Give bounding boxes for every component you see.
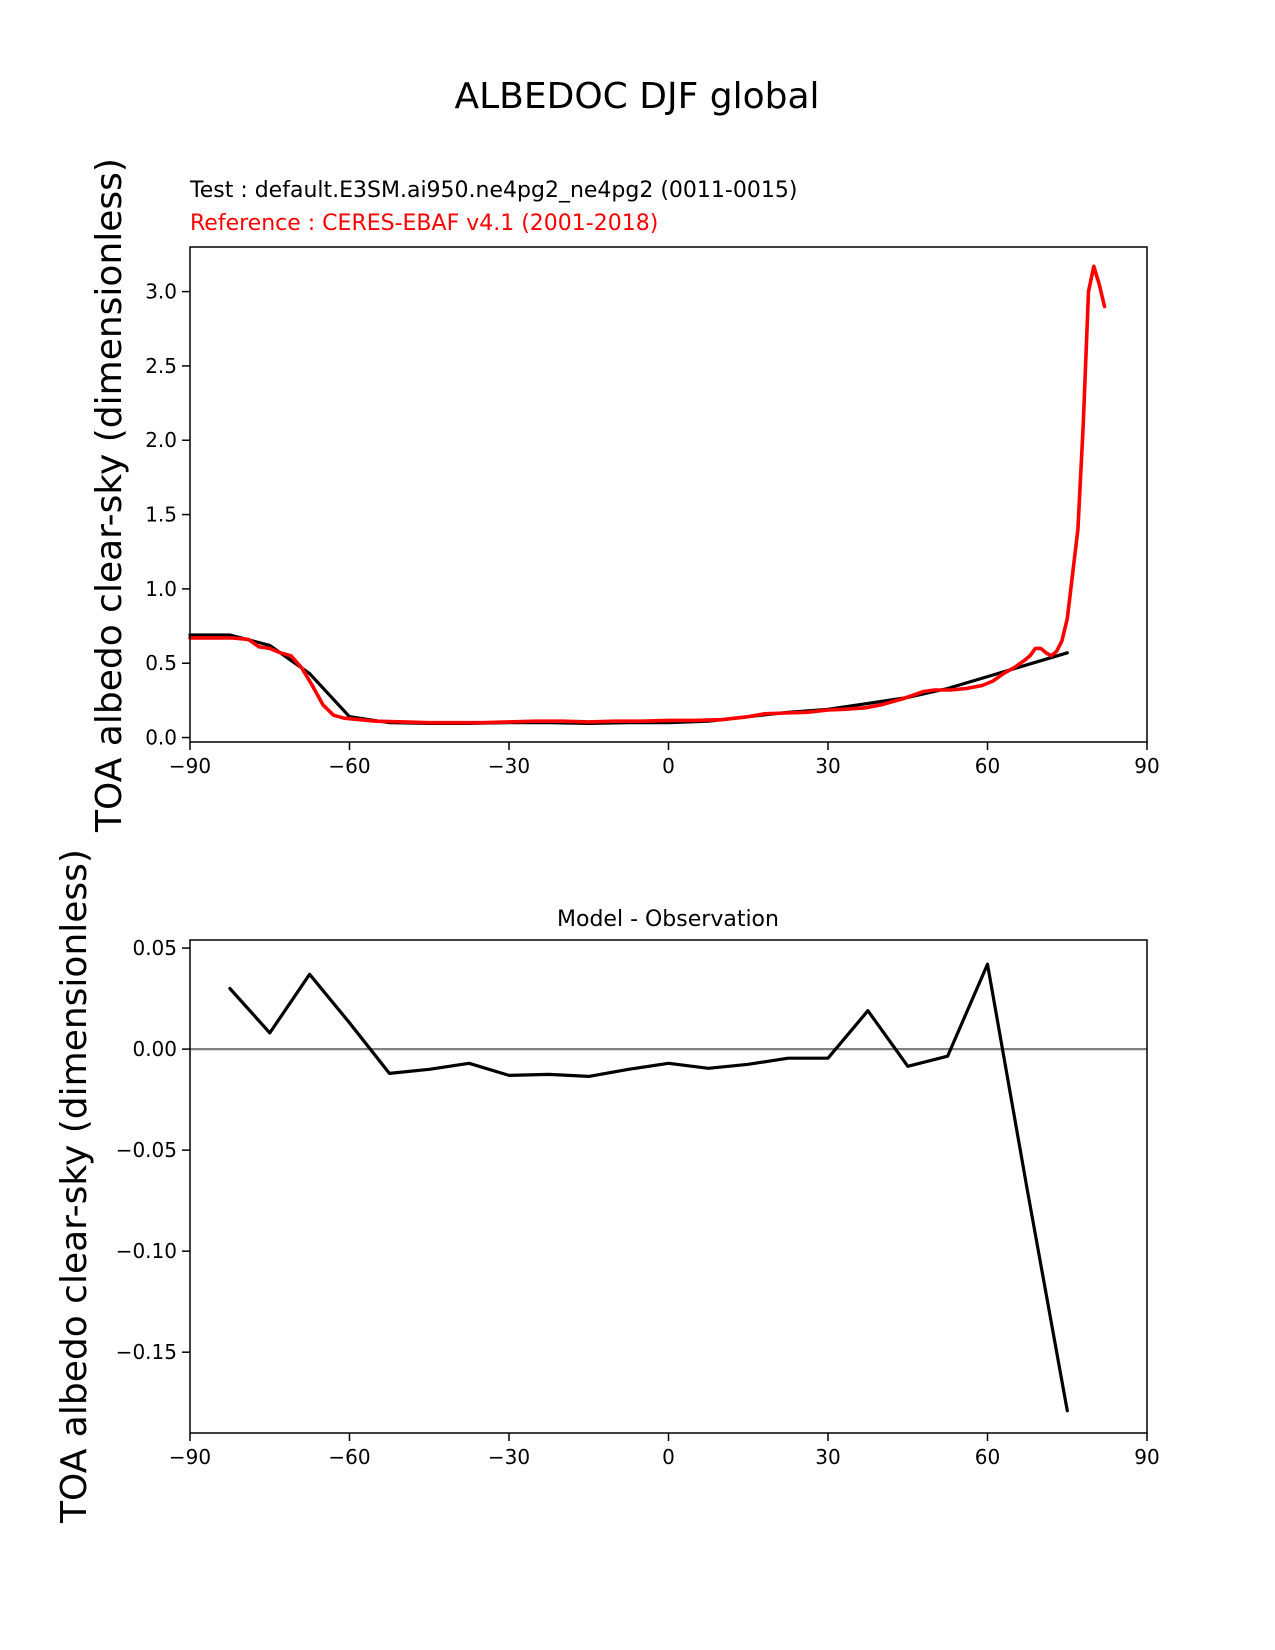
difference-panel-ylabel: TOA albedo clear-sky (dimensionless) bbox=[54, 849, 95, 1524]
top-xtick-label: −60 bbox=[328, 754, 370, 778]
diff-ytick-label: 0.00 bbox=[132, 1037, 177, 1061]
top-xtick-label: 30 bbox=[815, 754, 840, 778]
top-series-reference bbox=[188, 264, 1107, 725]
diff-series-difference bbox=[228, 962, 1069, 1413]
top-panel-ylabel: TOA albedo clear-sky (dimensionless) bbox=[89, 158, 130, 833]
reference-label: Reference : CERES-EBAF v4.1 (2001-2018) bbox=[190, 211, 658, 236]
diff-ytick-label: 0.05 bbox=[132, 936, 177, 960]
top-ytick-label: 1.0 bbox=[145, 577, 177, 601]
top-xtick-label: −90 bbox=[169, 754, 211, 778]
top-ytick-label: 1.5 bbox=[145, 503, 177, 527]
top-xtick-label: −30 bbox=[488, 754, 530, 778]
top-ytick-label: 0.0 bbox=[145, 726, 177, 750]
diff-ytick-label: −0.05 bbox=[116, 1138, 177, 1162]
test-label: Test : default.E3SM.ai950.ne4pg2_ne4pg2 … bbox=[189, 178, 797, 203]
top-ytick-label: 0.5 bbox=[145, 651, 177, 675]
top-panel: −90 −60 −30 0 30 60 90 0.0 0.5 1.0 1.5 2.0 2.5 3.0 bbox=[145, 246, 1160, 778]
diff-xtick-label: 90 bbox=[1134, 1445, 1159, 1469]
diff-xtick-label: −90 bbox=[169, 1445, 211, 1469]
diff-ytick-label: −0.10 bbox=[116, 1239, 177, 1263]
top-ytick-label: 3.0 bbox=[145, 280, 177, 304]
diff-xtick-label: −60 bbox=[328, 1445, 370, 1469]
diff-xtick-label: −30 bbox=[488, 1445, 530, 1469]
top-xtick-label: 0 bbox=[662, 754, 675, 778]
top-ytick-label: 2.0 bbox=[145, 428, 177, 452]
top-ytick-label: 2.5 bbox=[145, 354, 177, 378]
difference-panel-title: Model - Observation bbox=[557, 907, 779, 932]
diff-ytick-label: −0.15 bbox=[116, 1340, 177, 1364]
difference-panel: −90 −60 −30 0 30 60 90 0.05 0.00 −0.05 −0.10 −0.15 bbox=[116, 936, 1160, 1469]
figure-suptitle: ALBEDOC DJF global bbox=[454, 76, 819, 117]
diff-xtick-label: 30 bbox=[815, 1445, 840, 1469]
diff-xtick-label: 60 bbox=[975, 1445, 1000, 1469]
top-xtick-label: 90 bbox=[1134, 754, 1159, 778]
diff-xtick-label: 0 bbox=[662, 1445, 675, 1469]
top-xtick-label: 60 bbox=[975, 754, 1000, 778]
